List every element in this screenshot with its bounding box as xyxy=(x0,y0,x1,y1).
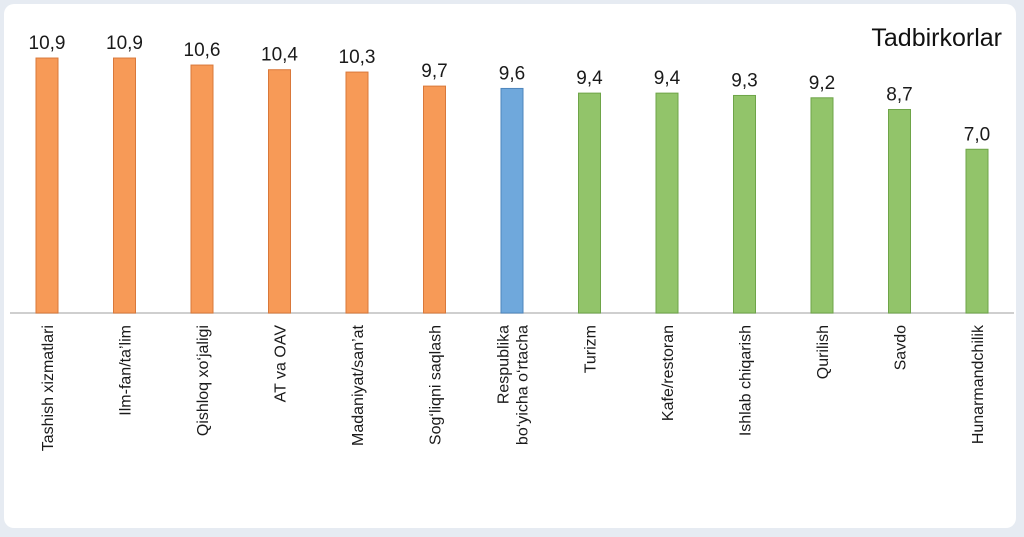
category-label: Savdo xyxy=(893,325,910,370)
category-label: Kafe/restoran xyxy=(660,325,677,421)
value-label: 9,4 xyxy=(576,68,603,89)
category-label-line: Turizm xyxy=(583,325,600,373)
category-label: Hunarmandchilik xyxy=(970,324,987,444)
category-label: Respublika bo‘yicha o‘rtacha xyxy=(496,325,532,445)
category-label: AT va OAV xyxy=(273,325,290,403)
category-label-line: Hunarmandchilik xyxy=(970,324,987,444)
category-labels-group: Tashish xizmatlari Ilm-fan/ta’lim Qishloq … xyxy=(40,324,987,451)
category-label-line: Madaniyat/san’at xyxy=(350,324,367,446)
category-label: Turizm xyxy=(583,325,600,373)
category-label-line: bo‘yicha o‘rtacha xyxy=(515,325,532,445)
category-label: Ilm-fan/ta’lim xyxy=(118,325,135,416)
category-label-line: Savdo xyxy=(893,325,910,370)
value-label: 8,7 xyxy=(886,84,912,105)
bars-group xyxy=(35,57,989,314)
value-label: 7,0 xyxy=(964,124,990,145)
bar xyxy=(190,64,214,314)
bar xyxy=(345,71,369,314)
value-labels-group: 10,9 10,9 10,6 10,4 10,3 9,7 9,6 9,4 9,4 9,3 9,2 8,… xyxy=(29,33,991,145)
value-label: 10,3 xyxy=(339,47,376,68)
category-label: Madaniyat/san’at xyxy=(350,324,367,446)
value-label: 9,3 xyxy=(731,70,757,91)
category-label: Sog‘liqni saqlash xyxy=(428,325,445,445)
category-label: Qurilish xyxy=(815,325,832,379)
bar xyxy=(810,97,834,314)
bar xyxy=(733,94,756,314)
value-label: 9,6 xyxy=(499,63,525,84)
category-label-line: Kafe/restoran xyxy=(660,325,677,421)
category-label-line: Respublika xyxy=(496,325,513,404)
bar xyxy=(500,87,524,314)
value-label: 10,6 xyxy=(184,40,221,61)
value-label: 9,7 xyxy=(421,61,447,82)
bar xyxy=(578,92,601,314)
category-label-line: Tashish xizmatlari xyxy=(40,325,57,451)
bar xyxy=(423,85,446,314)
category-label: Tashish xizmatlari xyxy=(40,325,57,451)
category-label-line: AT va OAV xyxy=(273,325,290,403)
bar xyxy=(655,92,679,314)
category-label: Ishlab chiqarish xyxy=(738,325,755,436)
bar xyxy=(268,69,291,314)
value-label: 10,9 xyxy=(29,33,66,54)
category-label: Qishloq xo‘jaligi xyxy=(195,325,212,436)
value-label: 9,4 xyxy=(654,68,681,89)
bar xyxy=(113,57,136,314)
bar xyxy=(888,108,911,314)
value-label: 9,2 xyxy=(809,73,835,94)
chart-title: Tadbirkorlar xyxy=(871,24,1002,52)
category-label-line: Ishlab chiqarish xyxy=(738,325,755,436)
category-label-line: Qishloq xo‘jaligi xyxy=(195,325,212,436)
category-label-line: Qurilish xyxy=(815,325,832,379)
bar xyxy=(965,148,989,314)
value-label: 10,9 xyxy=(106,33,143,54)
category-label-line: Sog‘liqni saqlash xyxy=(428,325,445,445)
value-label: 10,4 xyxy=(261,45,298,66)
bar xyxy=(35,57,59,314)
category-label-line: Ilm-fan/ta’lim xyxy=(118,325,135,416)
